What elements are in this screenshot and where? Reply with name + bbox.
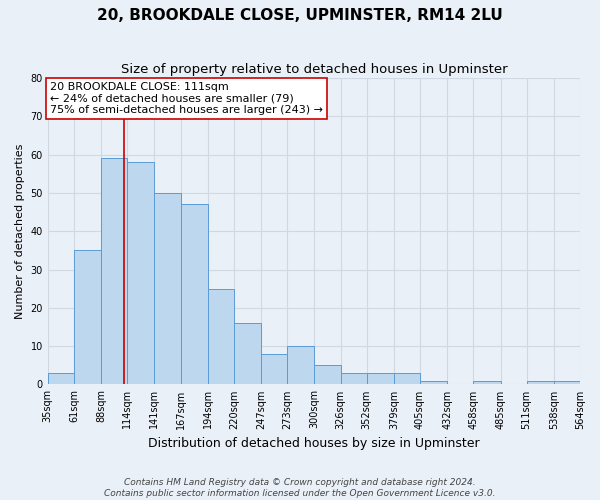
Bar (234, 323, 261, 384)
Bar (341, 373, 367, 384)
Bar (287, 346, 314, 385)
Bar (527, 380, 554, 384)
Bar (181, 204, 208, 384)
Bar (367, 373, 394, 384)
Bar (208, 288, 234, 384)
Bar (154, 193, 181, 384)
X-axis label: Distribution of detached houses by size in Upminster: Distribution of detached houses by size … (148, 437, 480, 450)
Bar (48, 373, 74, 384)
Bar (127, 162, 154, 384)
Bar (420, 380, 447, 384)
Text: 20, BROOKDALE CLOSE, UPMINSTER, RM14 2LU: 20, BROOKDALE CLOSE, UPMINSTER, RM14 2LU (97, 8, 503, 22)
Bar (261, 354, 287, 384)
Text: Contains HM Land Registry data © Crown copyright and database right 2024.
Contai: Contains HM Land Registry data © Crown c… (104, 478, 496, 498)
Bar (74, 250, 101, 384)
Y-axis label: Number of detached properties: Number of detached properties (15, 144, 25, 319)
Bar (554, 380, 580, 384)
Bar (394, 373, 420, 384)
Title: Size of property relative to detached houses in Upminster: Size of property relative to detached ho… (121, 62, 507, 76)
Bar (473, 380, 500, 384)
Text: 20 BROOKDALE CLOSE: 111sqm
← 24% of detached houses are smaller (79)
75% of semi: 20 BROOKDALE CLOSE: 111sqm ← 24% of deta… (50, 82, 323, 115)
Bar (314, 366, 341, 384)
Bar (101, 158, 127, 384)
